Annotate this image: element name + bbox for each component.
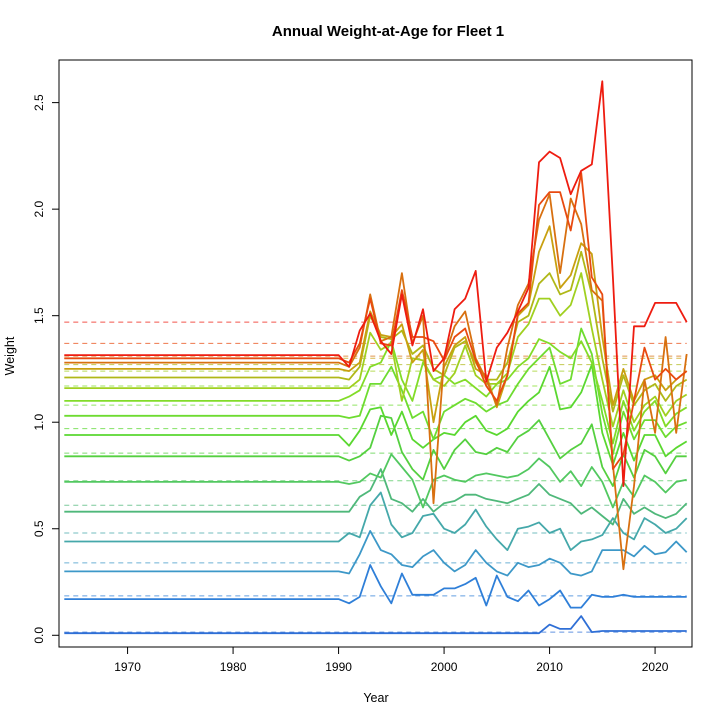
series-line-5 [64,468,688,526]
chart-title: Annual Weight-at-Age for Fleet 1 [272,23,504,40]
x-tick-label: 1970 [114,660,141,674]
y-tick-label: 2.0 [32,200,46,217]
y-tick-label: 1.5 [32,307,46,324]
series-line-3 [64,530,688,577]
series-lines [64,80,688,635]
plot-frame [58,59,693,648]
y-tick-label: 0.0 [32,627,46,644]
series-line-16 [64,80,688,488]
series-line-14 [64,193,688,571]
x-tick-label: 2000 [431,660,458,674]
y-axis-label: Weight [3,336,17,375]
x-axis-label: Year [363,691,388,705]
x-tick-label: 2020 [642,660,669,674]
x-tick-label: 1980 [220,660,247,674]
x-tick-label: 2010 [536,660,563,674]
series-line-6 [64,453,687,509]
y-tick-label: 2.5 [32,94,46,111]
series-line-7 [64,414,687,488]
y-tick-label: 1.0 [32,414,46,431]
series-line-1 [64,615,687,635]
x-tick-label: 1990 [325,660,352,674]
y-tick-label: 0.5 [32,520,46,537]
series-line-2 [64,564,687,609]
